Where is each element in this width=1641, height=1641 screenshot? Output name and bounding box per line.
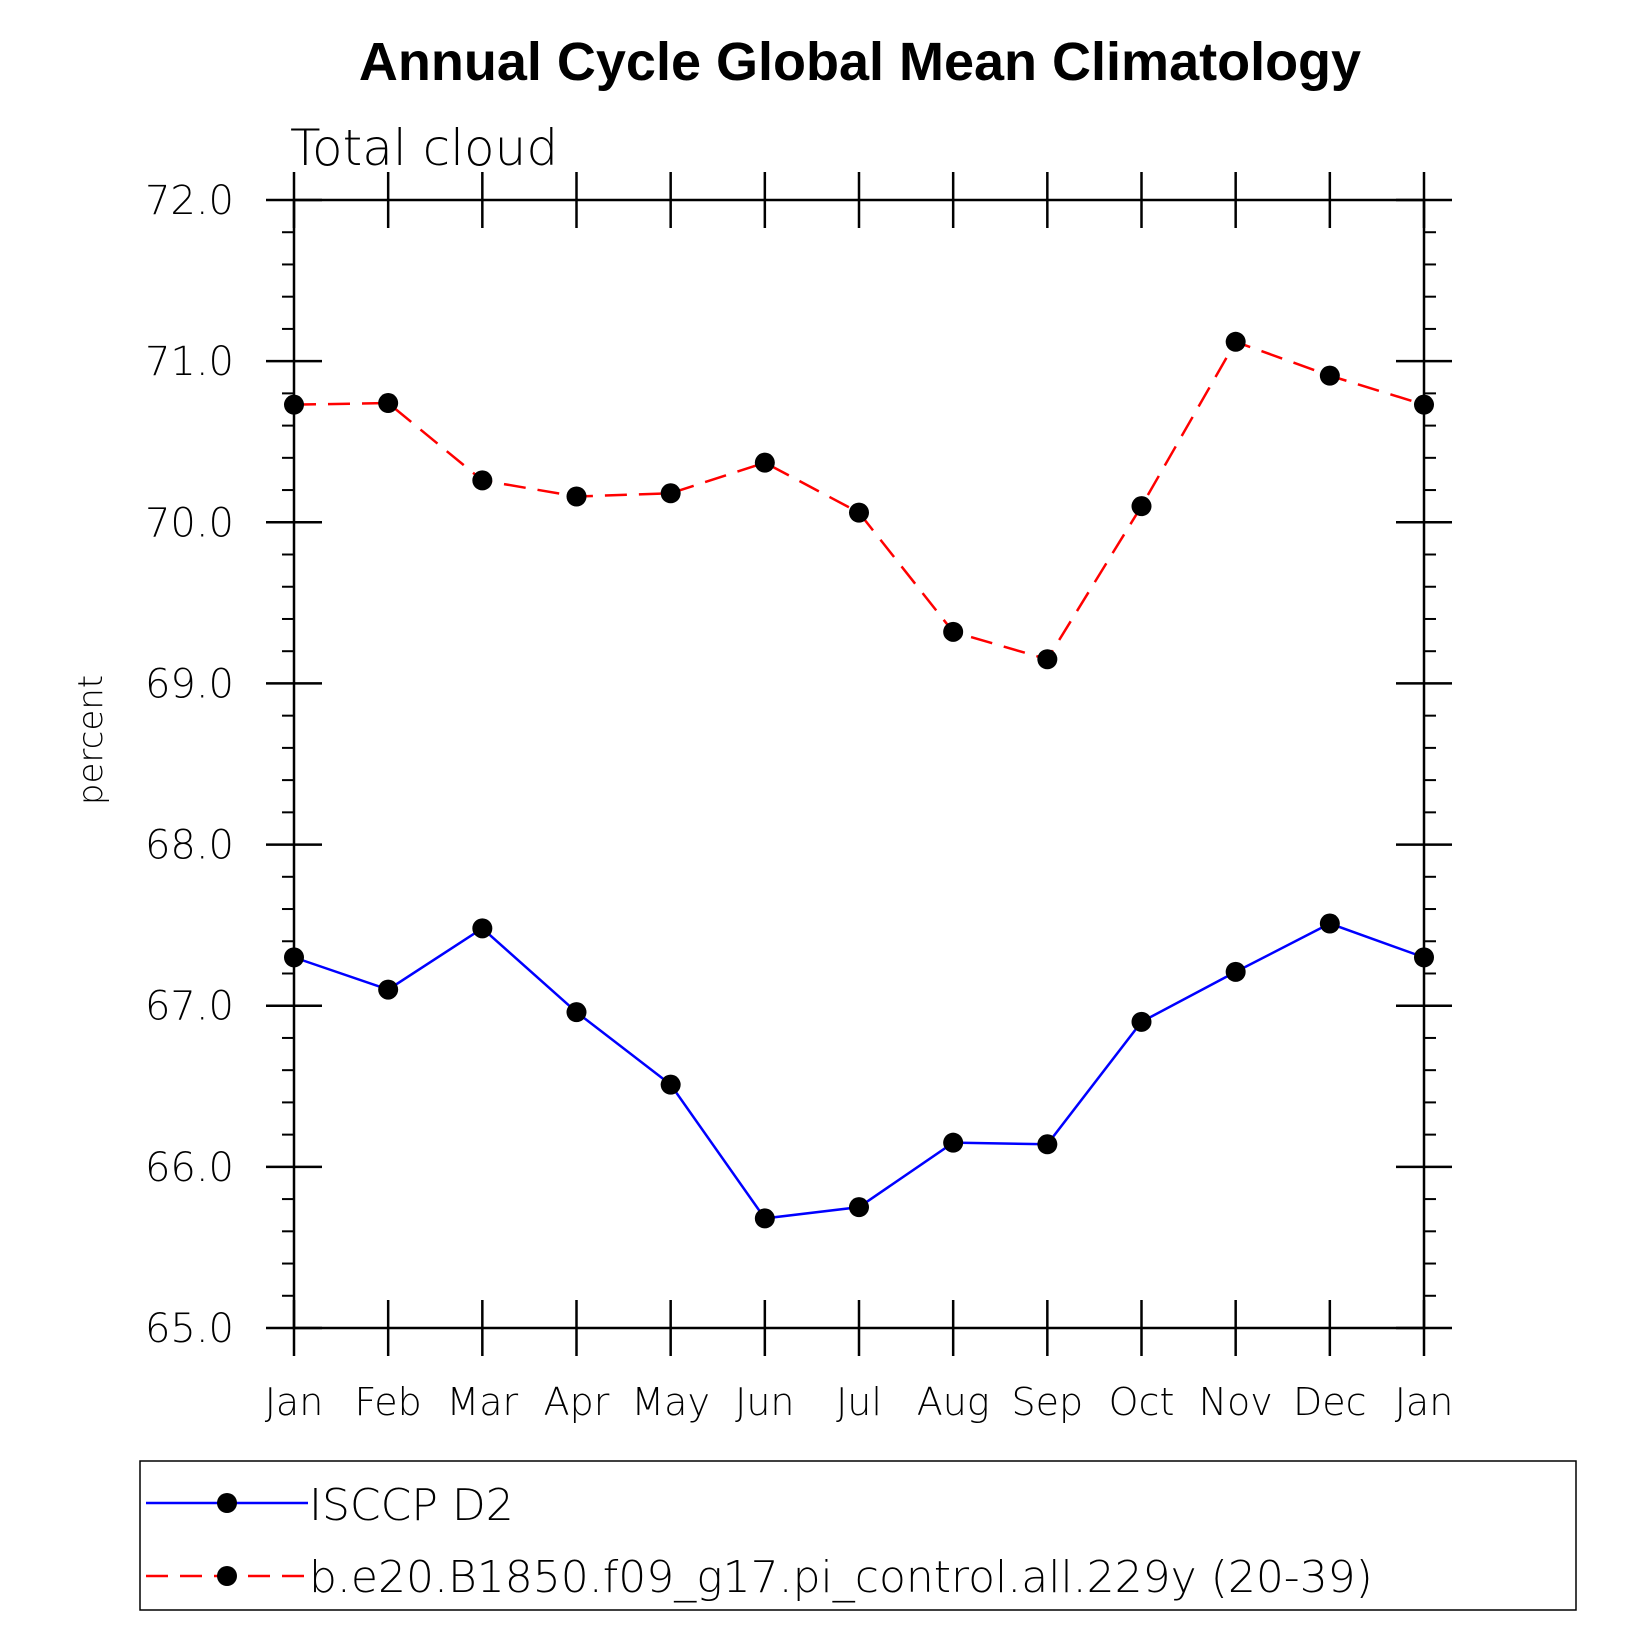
- x-tick-label: Feb: [355, 1380, 422, 1424]
- series-1-point: [849, 502, 869, 523]
- series-0-point: [1319, 913, 1340, 934]
- y-tick-label: 66.0: [145, 1145, 234, 1191]
- x-tick-label: Jul: [836, 1380, 882, 1424]
- x-tick-label: Jan: [1395, 1380, 1454, 1424]
- y-axis-ticks: 65.0 66.0 67.0 68.0 69.0 70.0 71.0 72.0: [145, 178, 1452, 1352]
- legend-swatch-marker-0: [217, 1493, 237, 1513]
- series-1-point: [1131, 496, 1152, 517]
- x-tick-label: Jan: [265, 1380, 324, 1424]
- series-0-point: [472, 918, 493, 939]
- plot-frame: [292, 198, 1426, 1330]
- series-0-point: [378, 979, 399, 1000]
- x-tick-label: May: [631, 1380, 710, 1424]
- x-tick-label: Oct: [1109, 1380, 1175, 1424]
- series-1-point: [943, 621, 964, 642]
- legend-box: [139, 1460, 1577, 1611]
- y-tick-label: 70.0: [145, 500, 234, 546]
- series-0-point: [1131, 1011, 1152, 1032]
- legend: ISCCP D2 b.e20.B1850.f09_g17.pi_control.…: [139, 1460, 1577, 1611]
- series-1-point: [284, 394, 304, 415]
- series-0-point: [1225, 961, 1246, 982]
- series-0-point: [284, 947, 304, 968]
- series-0-point: [1037, 1134, 1058, 1155]
- x-tick-label: Apr: [544, 1380, 610, 1424]
- x-axis-ticks: Jan Feb Mar Apr May Jun Jul Aug Sep Oct Nov Dec Jan: [265, 172, 1454, 1424]
- series-0-point: [1414, 947, 1434, 968]
- legend-swatch-marker-1: [217, 1566, 237, 1586]
- legend-label-0: ISCCP D2: [309, 1480, 514, 1531]
- series-1-point: [378, 393, 399, 414]
- x-tick-label: Sep: [1012, 1380, 1084, 1424]
- x-tick-label: Aug: [917, 1380, 990, 1424]
- legend-label-1: b.e20.B1850.f09_g17.pi_control.all.229y …: [309, 1552, 1373, 1603]
- chart-title: Annual Cycle Global Mean Climatology: [359, 32, 1361, 92]
- x-tick-label: Nov: [1199, 1380, 1273, 1424]
- series-1-point: [1037, 649, 1058, 670]
- y-axis-label: percent: [71, 675, 111, 805]
- y-tick-label: 65.0: [145, 1306, 234, 1352]
- series-0-point: [849, 1197, 869, 1218]
- series-1-point: [472, 470, 493, 491]
- series-1-point: [1414, 394, 1434, 415]
- series-0-point: [754, 1208, 775, 1229]
- series-1-point: [566, 486, 587, 507]
- series-line-1: [293, 340, 1425, 661]
- x-tick-label: Mar: [446, 1380, 518, 1424]
- x-tick-label: Dec: [1293, 1380, 1367, 1424]
- y-tick-label: 71.0: [145, 339, 234, 385]
- series-0-point: [943, 1132, 964, 1153]
- y-tick-label: 68.0: [145, 823, 234, 869]
- series-layer: [284, 331, 1434, 1229]
- series-0-point: [566, 1002, 587, 1023]
- y-tick-label: 67.0: [145, 984, 234, 1030]
- series-0-point: [660, 1074, 681, 1095]
- chart-subtitle: Total cloud: [290, 119, 558, 177]
- series-1-point: [1225, 331, 1246, 352]
- series-1-point: [660, 483, 681, 504]
- series-1-point: [754, 452, 775, 473]
- x-tick-label: Jun: [735, 1380, 794, 1424]
- y-tick-label: 72.0: [145, 178, 234, 224]
- series-1-point: [1319, 365, 1340, 386]
- y-tick-label: 69.0: [145, 661, 234, 707]
- series-line-0: [293, 922, 1425, 1220]
